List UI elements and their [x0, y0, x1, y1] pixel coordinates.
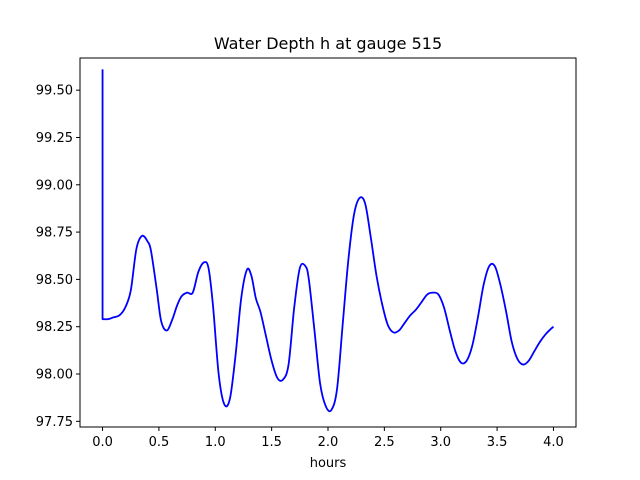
x-tick-label: 1.0	[205, 435, 226, 450]
plot-area	[101, 69, 555, 413]
y-tick-label: 99.50	[36, 84, 73, 99]
y-tick-label: 99.25	[36, 131, 73, 146]
x-tick-label: 4.0	[543, 435, 564, 450]
x-tick-label: 3.0	[430, 435, 451, 450]
x-tick-label: 1.5	[261, 435, 282, 450]
x-tick-label: 2.0	[318, 435, 339, 450]
x-tick-label: 0.0	[92, 435, 113, 450]
chart-title: Water Depth h at gauge 515	[214, 34, 442, 53]
x-tick-label: 3.5	[487, 435, 508, 450]
y-tick-label: 99.00	[36, 178, 73, 193]
axes-frame	[79, 57, 577, 428]
y-tick-label: 98.00	[36, 368, 73, 383]
y-tick-label: 98.25	[36, 320, 73, 335]
y-axis-ticks: 97.75 98.00 98.25 98.50 98.75 99.00 99.25 99.50	[36, 84, 80, 430]
y-tick-label: 98.50	[36, 273, 73, 288]
x-tick-label: 2.5	[374, 435, 395, 450]
x-tick-label: 0.5	[149, 435, 170, 450]
y-tick-label: 97.75	[36, 415, 73, 430]
series-line-0	[101, 69, 555, 413]
y-tick-label: 98.75	[36, 226, 73, 241]
x-axis-label: hours	[310, 456, 347, 471]
x-axis-ticks: 0.0 0.5 1.0 1.5 2.0 2.5 3.0 3.5 4.0	[92, 427, 564, 450]
